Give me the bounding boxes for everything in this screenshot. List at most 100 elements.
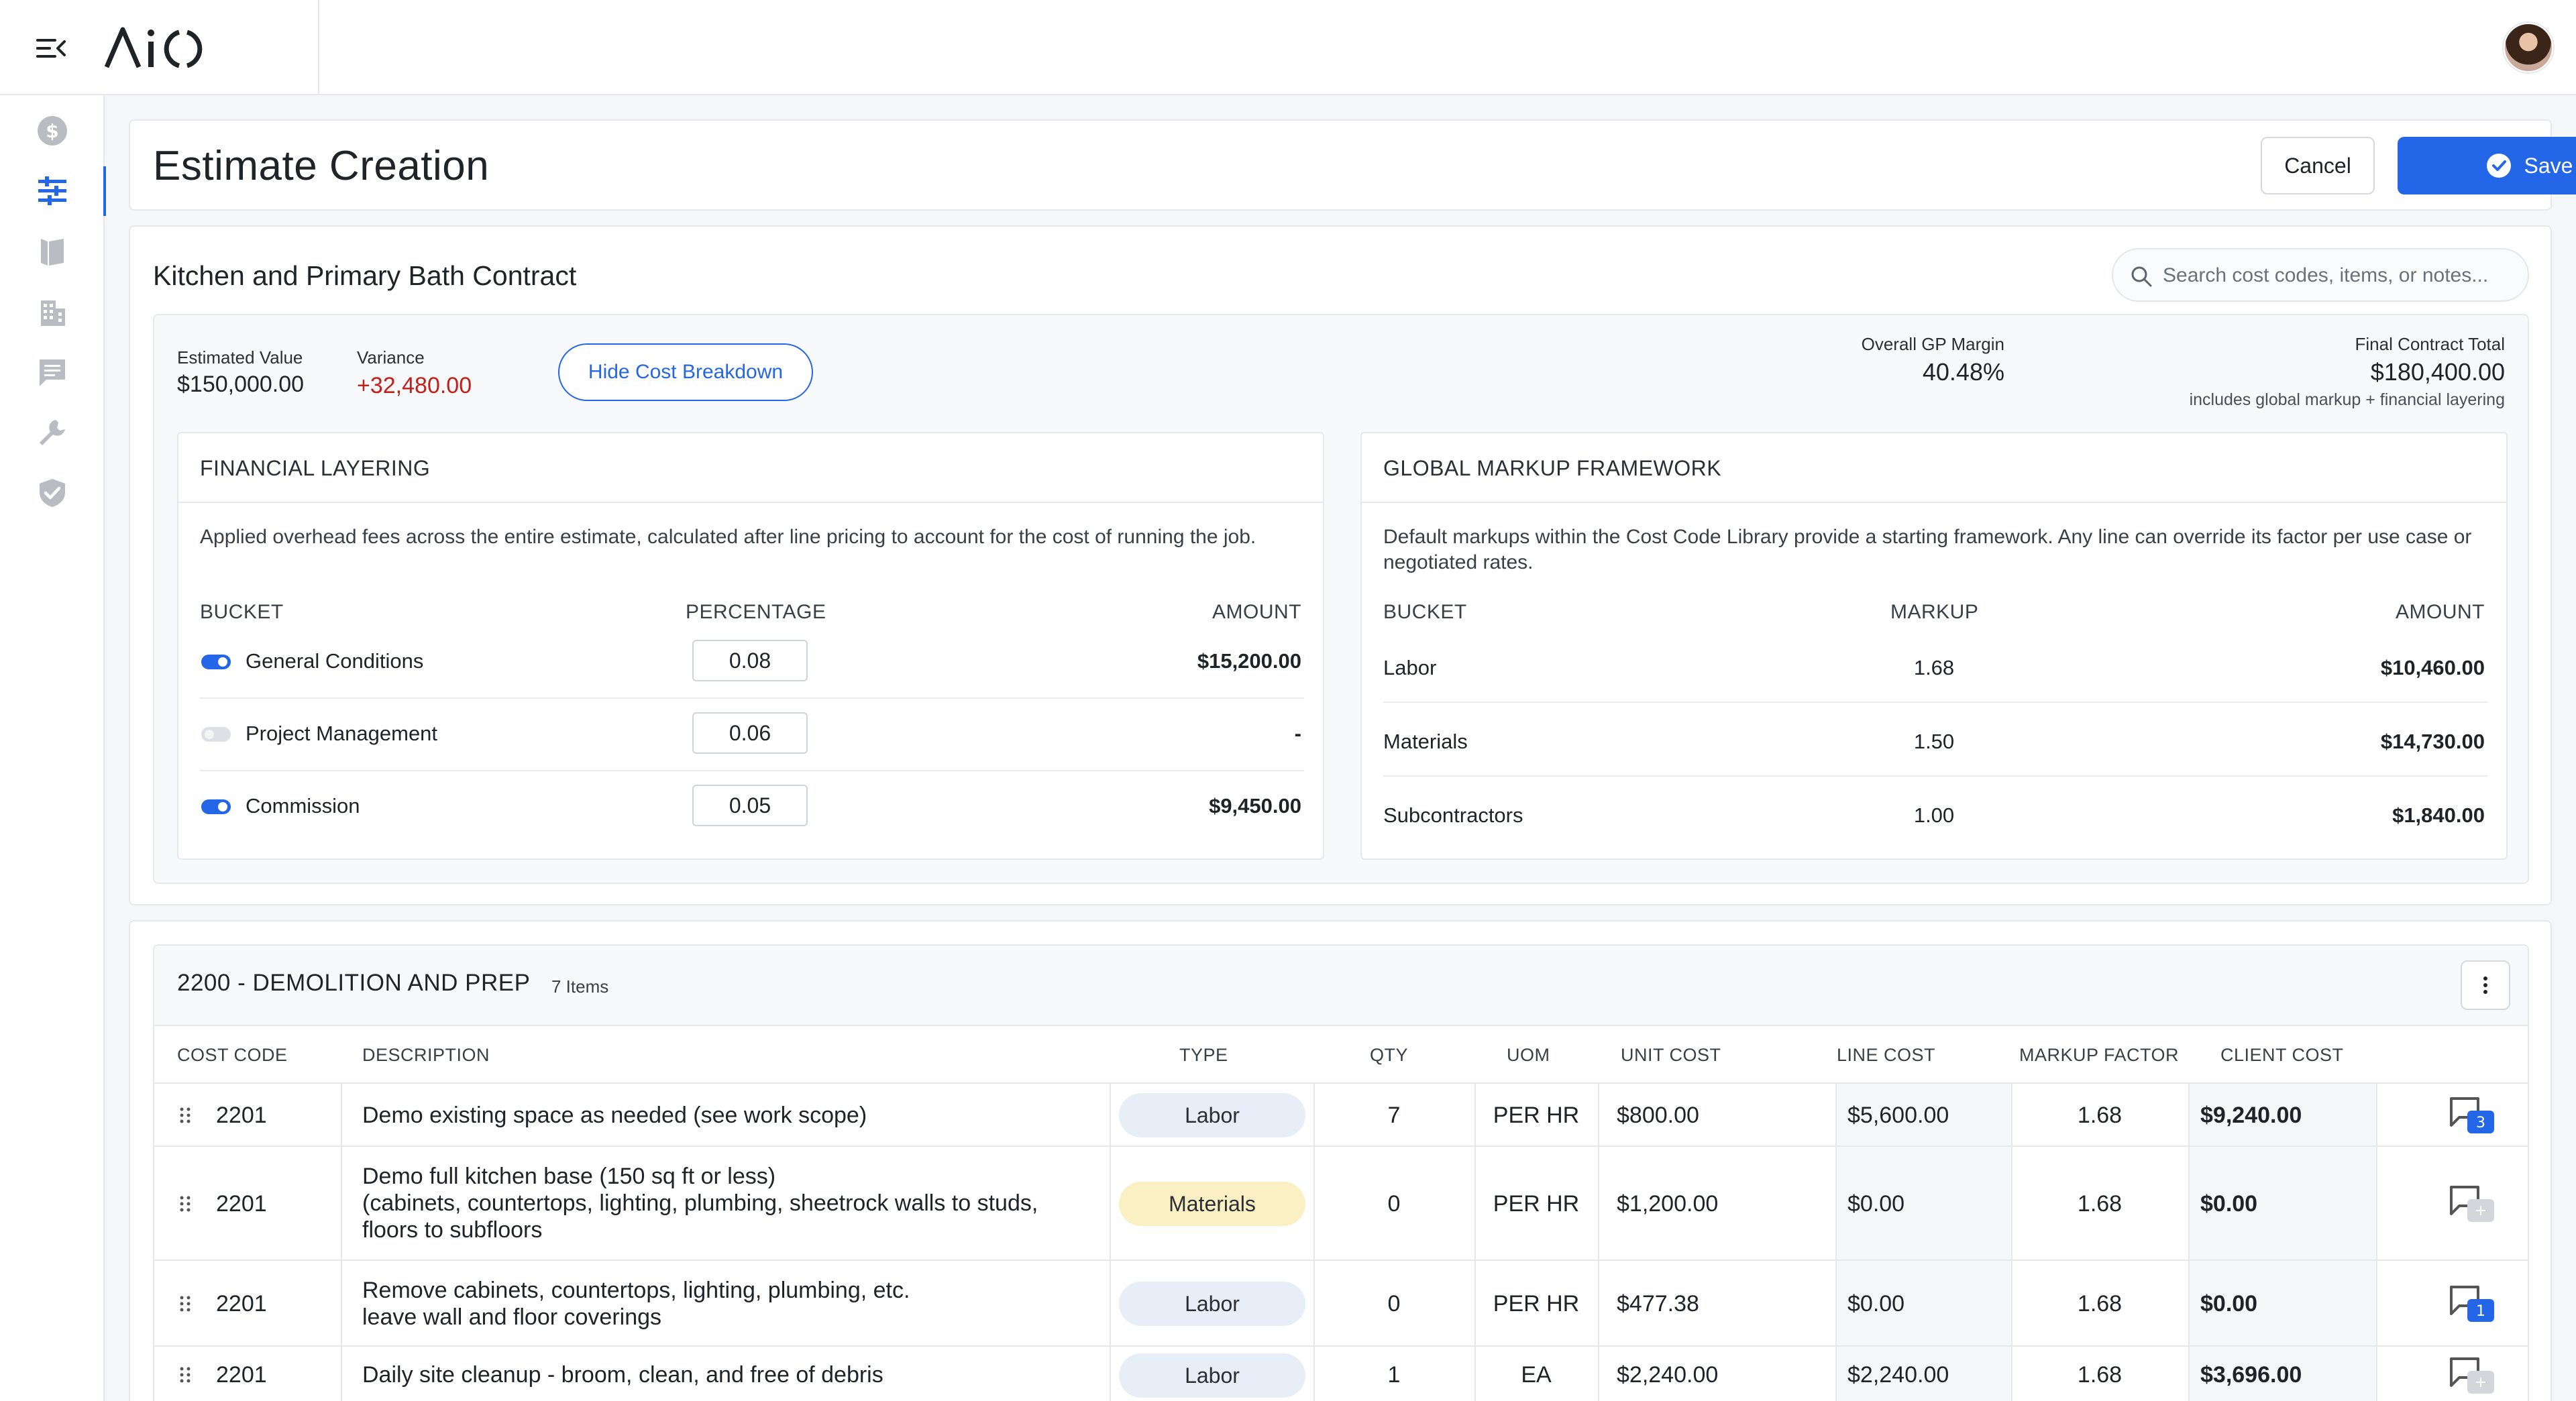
menu-collapse-icon[interactable] <box>36 38 66 59</box>
uom-cell[interactable]: PER HR <box>1493 1103 1580 1128</box>
drag-handle-icon[interactable] <box>178 1194 192 1213</box>
row-divider <box>200 697 1304 699</box>
markup-factor-cell[interactable]: 1.68 <box>2077 1103 2123 1128</box>
description-cell[interactable]: Remove cabinets, countertops, lighting, … <box>362 1277 1100 1331</box>
client-cost-cell: $0.00 <box>2200 1191 2258 1217</box>
variance-label: Variance <box>357 347 425 368</box>
nav-compliance[interactable] <box>0 463 105 523</box>
drag-handle-icon[interactable] <box>178 1365 192 1384</box>
toggle-general-conditions[interactable] <box>201 655 231 669</box>
user-avatar[interactable] <box>2504 23 2553 72</box>
nav-estimates[interactable] <box>0 161 106 221</box>
contract-card: Kitchen and Primary Bath Contract Estima… <box>129 225 2552 905</box>
gm-bucket-labor: Labor <box>1383 656 1437 679</box>
description-cell[interactable]: Demo full kitchen base (150 sq ft or les… <box>362 1163 1100 1243</box>
unit-cost-cell[interactable]: $2,240.00 <box>1617 1362 1719 1388</box>
svg-text:3: 3 <box>2476 1115 2485 1131</box>
save-button-label: Save <box>2524 153 2573 178</box>
drag-handle-icon[interactable] <box>178 1106 192 1125</box>
gp-margin-value: 40.48% <box>1922 358 2004 386</box>
description-cell[interactable]: Daily site cleanup - broom, clean, and f… <box>362 1361 1100 1388</box>
type-pill-labor[interactable]: Labor <box>1119 1093 1305 1137</box>
type-pill-labor[interactable]: Labor <box>1119 1353 1305 1398</box>
section-menu-button[interactable] <box>2461 960 2510 1010</box>
toggle-project-management[interactable] <box>201 727 231 742</box>
description-line: Daily site cleanup - broom, clean, and f… <box>362 1362 883 1388</box>
markup-factor-cell[interactable]: 1.68 <box>2077 1362 2123 1388</box>
chat-icon <box>40 359 65 386</box>
estimate-sliders-icon <box>38 176 66 205</box>
type-pill-labor[interactable]: Labor <box>1119 1282 1305 1326</box>
cancel-button-label: Cancel <box>2284 153 2351 178</box>
qty-cell[interactable]: 0 <box>1387 1291 1401 1316</box>
th-markup-factor: MARKUP FACTOR <box>2019 1045 2180 1065</box>
fl-bucket-project-management: Project Management <box>246 722 438 745</box>
section-header: 2200 - DEMOLITION AND PREP 7 Items <box>154 946 2528 1026</box>
svg-text:$: $ <box>46 120 58 142</box>
th-unit-cost: UNIT COST <box>1621 1045 1721 1065</box>
th-uom: UOM <box>1507 1045 1550 1065</box>
cost-code-cell: 2201 <box>216 1191 267 1217</box>
uom-cell[interactable]: EA <box>1521 1362 1552 1388</box>
description-line: leave wall and floor coverings <box>362 1304 662 1330</box>
cost-code-cell: 2201 <box>216 1362 267 1388</box>
gm-markup-subcontractors: 1.00 <box>1913 803 1955 827</box>
percentage-input-project-management[interactable] <box>692 712 808 754</box>
gm-markup-labor: 1.68 <box>1913 656 1955 679</box>
save-button[interactable]: Save <box>2398 137 2576 194</box>
gm-amount-labor: $10,460.00 <box>2380 656 2485 679</box>
hide-cost-breakdown-button[interactable]: Hide Cost Breakdown <box>558 343 813 401</box>
check-circle-icon <box>2486 154 2511 178</box>
nav-messages[interactable] <box>0 342 105 402</box>
final-total-label: Final Contract Total <box>2355 334 2505 354</box>
fl-bucket-general-conditions: General Conditions <box>246 649 424 673</box>
uom-cell[interactable]: PER HR <box>1493 1191 1580 1217</box>
fl-col-percentage: PERCENTAGE <box>686 601 826 623</box>
contract-title: Kitchen and Primary Bath Contract <box>153 260 577 291</box>
unit-cost-cell[interactable]: $800.00 <box>1617 1103 1699 1128</box>
row-divider <box>1383 702 2487 703</box>
description-cell[interactable]: Demo existing space as needed (see work … <box>362 1102 1100 1129</box>
comment-add-icon[interactable]: + <box>2447 1355 2497 1395</box>
qty-cell[interactable]: 1 <box>1387 1362 1401 1388</box>
row-divider <box>200 770 1304 771</box>
unit-cost-cell[interactable]: $1,200.00 <box>1617 1191 1719 1217</box>
global-markup-title: GLOBAL MARKUP FRAMEWORK <box>1383 456 1722 480</box>
hide-cost-breakdown-label: Hide Cost Breakdown <box>588 361 784 383</box>
description-line: floors to subfloors <box>362 1217 543 1243</box>
description-line: Demo full kitchen base (150 sq ft or les… <box>362 1164 776 1189</box>
uom-cell[interactable]: PER HR <box>1493 1291 1580 1316</box>
type-pill-materials[interactable]: Materials <box>1119 1182 1305 1226</box>
nav-library[interactable] <box>0 221 105 282</box>
svg-text:+: + <box>2475 1202 2487 1219</box>
qty-cell[interactable]: 7 <box>1387 1103 1401 1128</box>
aio-logo[interactable] <box>104 27 211 70</box>
comment-icon[interactable]: 1 <box>2447 1283 2497 1323</box>
search-input[interactable] <box>2163 256 2518 295</box>
table-row: 2201 Remove cabinets, countertops, light… <box>154 1261 2528 1347</box>
markup-factor-cell[interactable]: 1.68 <box>2077 1291 2123 1316</box>
percentage-input-general-conditions[interactable] <box>692 640 808 681</box>
comment-icon[interactable]: 3 <box>2447 1095 2497 1135</box>
dollar-circle-icon: $ <box>38 116 67 146</box>
qty-cell[interactable]: 0 <box>1387 1191 1401 1217</box>
financial-layering-panel: FINANCIAL LAYERING Applied overhead fees… <box>177 432 1324 860</box>
drag-handle-icon[interactable] <box>178 1294 192 1313</box>
cancel-button[interactable]: Cancel <box>2261 137 2375 194</box>
gm-amount-subcontractors: $1,840.00 <box>2392 803 2485 827</box>
estimated-value-label: Estimated Value <box>177 347 303 368</box>
nav-financials[interactable]: $ <box>0 101 105 161</box>
markup-factor-cell[interactable]: 1.68 <box>2077 1191 2123 1217</box>
comment-add-icon[interactable]: + <box>2447 1183 2497 1223</box>
unit-cost-cell[interactable]: $477.38 <box>1617 1291 1699 1316</box>
percentage-input-commission[interactable] <box>692 785 808 826</box>
nav-tools[interactable] <box>0 402 105 463</box>
th-client-cost: CLIENT COST <box>2220 1045 2344 1065</box>
global-markup-description: Default markups within the Cost Code Lib… <box>1383 526 2472 573</box>
nav-buildings[interactable] <box>0 282 105 342</box>
toggle-commission[interactable] <box>201 799 231 814</box>
gm-bucket-materials: Materials <box>1383 730 1468 753</box>
cost-code-cell: 2201 <box>216 1103 267 1128</box>
fl-amount-commission: $9,450.00 <box>1209 794 1301 818</box>
gm-col-markup: MARKUP <box>1890 601 1979 623</box>
